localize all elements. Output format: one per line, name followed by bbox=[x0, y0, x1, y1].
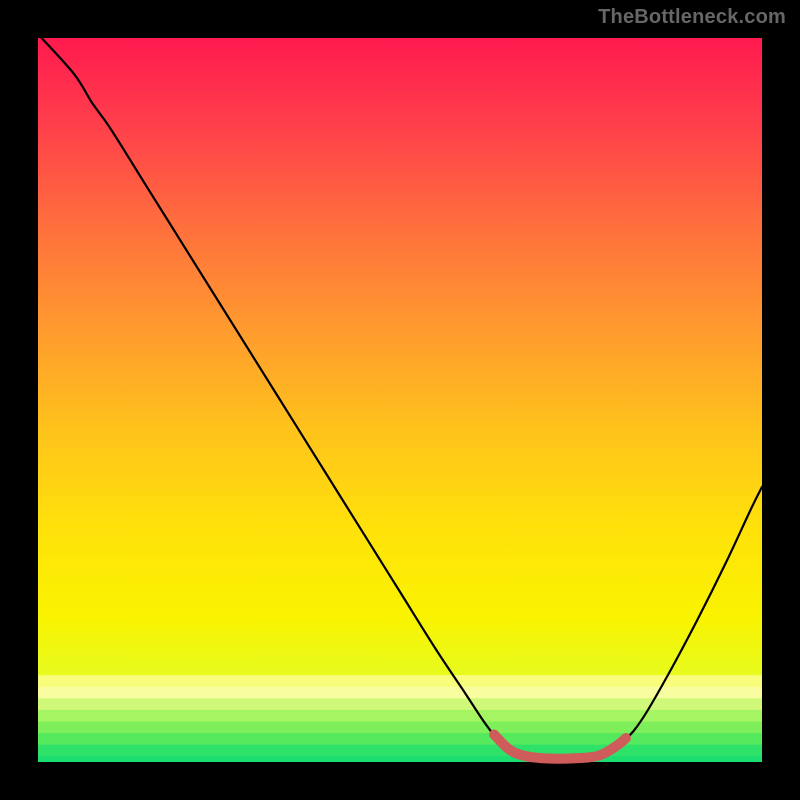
gradient-band bbox=[38, 733, 762, 745]
gradient-band bbox=[38, 745, 762, 757]
gradient-band bbox=[38, 756, 762, 762]
chart-container: TheBottleneck.com bbox=[0, 0, 800, 800]
gradient-band bbox=[38, 687, 762, 699]
gradient-band bbox=[38, 721, 762, 733]
gradient-band bbox=[38, 675, 762, 687]
watermark-label: TheBottleneck.com bbox=[598, 6, 786, 29]
plot-area bbox=[38, 38, 762, 762]
gradient-background bbox=[38, 38, 762, 762]
gradient-band bbox=[38, 710, 762, 722]
bottleneck-chart bbox=[0, 0, 800, 800]
